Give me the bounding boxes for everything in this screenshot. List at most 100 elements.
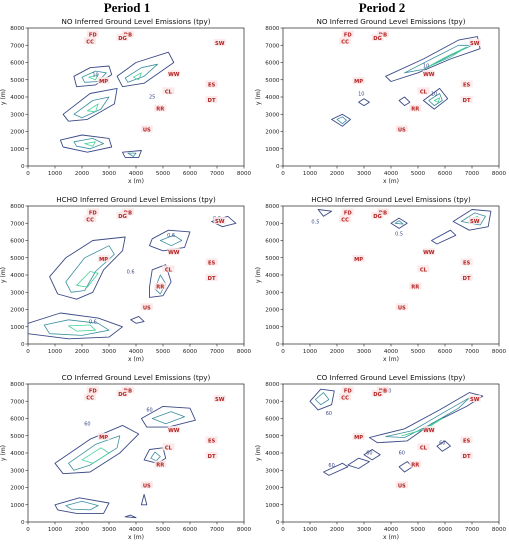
x-tick-label: 0 bbox=[26, 349, 30, 355]
contour-line bbox=[151, 411, 186, 425]
site-label: US bbox=[143, 483, 151, 489]
y-tick-label: 0 bbox=[21, 164, 25, 170]
x-tick-label: 1000 bbox=[303, 171, 318, 177]
site-label: SW bbox=[215, 41, 225, 47]
x-tick-label: 7000 bbox=[465, 171, 480, 177]
chart-title: HCHO Inferred Ground Level Emissions (tp… bbox=[56, 195, 216, 204]
y-tick-label: 7000 bbox=[10, 43, 25, 49]
site-marker-bg bbox=[339, 393, 352, 401]
site-label: WW bbox=[168, 250, 180, 256]
contour-line bbox=[336, 116, 347, 125]
contour-panel-co-period-2: CO Inferred Ground Level Emissions (tpy)… bbox=[255, 370, 509, 548]
y-tick-label: 1000 bbox=[10, 147, 25, 153]
site-marker-bg bbox=[154, 460, 167, 468]
y-tick-label: 8000 bbox=[265, 382, 280, 388]
x-tick-label: 8000 bbox=[237, 527, 252, 533]
contour-line bbox=[347, 457, 370, 469]
contour-line bbox=[130, 315, 145, 324]
site-label: CC bbox=[86, 39, 94, 45]
x-tick-label: 0 bbox=[281, 349, 285, 355]
contour-level-label: 0.6 bbox=[127, 269, 135, 275]
site-marker-bg bbox=[86, 208, 99, 216]
x-tick-label: 4000 bbox=[384, 527, 399, 533]
site-marker-bg bbox=[140, 481, 153, 489]
site-marker-bg bbox=[167, 426, 180, 434]
site-label: DG bbox=[118, 392, 127, 398]
contour-level-label: 60 bbox=[328, 463, 334, 469]
y-tick-label: 5000 bbox=[265, 256, 280, 262]
contour-line bbox=[428, 93, 443, 106]
x-tick-label: 4000 bbox=[129, 171, 144, 177]
contour-lines bbox=[54, 405, 196, 519]
contour-level-label: 60 bbox=[326, 411, 332, 417]
contour-line bbox=[385, 36, 481, 82]
contour-line bbox=[81, 447, 110, 464]
site-label: RR bbox=[156, 107, 164, 113]
contour-level-label: 25 bbox=[149, 95, 155, 101]
site-marker-bg bbox=[395, 303, 408, 311]
site-marker-bg bbox=[205, 80, 218, 88]
y-tick-label: 5000 bbox=[265, 78, 280, 84]
site-label: WW bbox=[168, 72, 180, 78]
site-marker-bg bbox=[97, 254, 110, 262]
y-tick-label: 3000 bbox=[10, 112, 25, 118]
site-label: DG bbox=[373, 36, 382, 42]
contour-line bbox=[140, 405, 196, 428]
contour-line bbox=[358, 98, 370, 107]
y-tick-label: 1000 bbox=[10, 503, 25, 509]
site-label: DT bbox=[208, 454, 216, 460]
y-tick-label: 5000 bbox=[10, 434, 25, 440]
contour-line bbox=[73, 138, 104, 150]
site-marker-bg bbox=[460, 451, 473, 459]
x-tick-label: 5000 bbox=[156, 171, 171, 177]
x-tick-label: 4000 bbox=[384, 349, 399, 355]
site-label: RR bbox=[156, 285, 164, 291]
site-marker-bg bbox=[409, 460, 422, 468]
x-axis-label: x (m) bbox=[128, 534, 144, 541]
y-tick-label: 1000 bbox=[265, 503, 280, 509]
site-label: DT bbox=[463, 98, 471, 104]
contour-level-label: 10 bbox=[431, 91, 437, 97]
x-tick-label: 5000 bbox=[156, 349, 171, 355]
site-marker-bg bbox=[86, 30, 99, 38]
contour-line bbox=[323, 462, 349, 476]
site-marker-bg bbox=[352, 254, 365, 262]
contour-level-label: 60 bbox=[146, 408, 152, 414]
site-label: ES bbox=[208, 260, 216, 266]
contour-panel-no-period-2: NO Inferred Ground Level Emissions (tpy)… bbox=[255, 14, 509, 192]
contour-line bbox=[65, 245, 115, 293]
site-marker-bg bbox=[84, 393, 97, 401]
x-tick-label: 1000 bbox=[48, 527, 63, 533]
site-label: CL bbox=[420, 445, 428, 451]
site-label: CC bbox=[86, 217, 94, 223]
site-marker-bg bbox=[162, 443, 175, 451]
site-label: FD bbox=[344, 32, 353, 38]
contour-line bbox=[68, 324, 96, 332]
x-tick-label: 2000 bbox=[75, 349, 90, 355]
x-tick-label: 6000 bbox=[183, 527, 198, 533]
x-axis-label: x (m) bbox=[383, 356, 399, 363]
x-tick-label: 6000 bbox=[438, 527, 453, 533]
y-tick-label: 8000 bbox=[265, 26, 280, 32]
site-label: SW bbox=[470, 219, 480, 225]
contour-panel-co-period-1: CO Inferred Ground Level Emissions (tpy)… bbox=[0, 370, 254, 548]
site-label: FD bbox=[89, 32, 98, 38]
y-tick-label: 4000 bbox=[265, 451, 280, 457]
contour-plot: NO Inferred Ground Level Emissions (tpy)… bbox=[255, 17, 507, 185]
chart-title: NO Inferred Ground Level Emissions (tpy) bbox=[61, 17, 210, 26]
site-marker-bg bbox=[352, 76, 365, 84]
x-tick-label: 0 bbox=[281, 171, 285, 177]
contour-line bbox=[394, 220, 404, 225]
contour-plot: CO Inferred Ground Level Emissions (tpy)… bbox=[0, 373, 252, 541]
contour-level-label: 10 bbox=[423, 64, 429, 70]
site-marker-bg bbox=[154, 282, 167, 290]
site-label: DT bbox=[463, 276, 471, 282]
x-axis-label: x (m) bbox=[128, 178, 144, 185]
site-marker-bg bbox=[422, 426, 435, 434]
site-label: CL bbox=[165, 445, 173, 451]
x-axis-label: x (m) bbox=[128, 356, 144, 363]
site-label: MP bbox=[99, 257, 108, 263]
y-tick-label: 2000 bbox=[10, 486, 25, 492]
y-tick-label: 2000 bbox=[10, 308, 25, 314]
site-marker-bg bbox=[162, 265, 175, 273]
